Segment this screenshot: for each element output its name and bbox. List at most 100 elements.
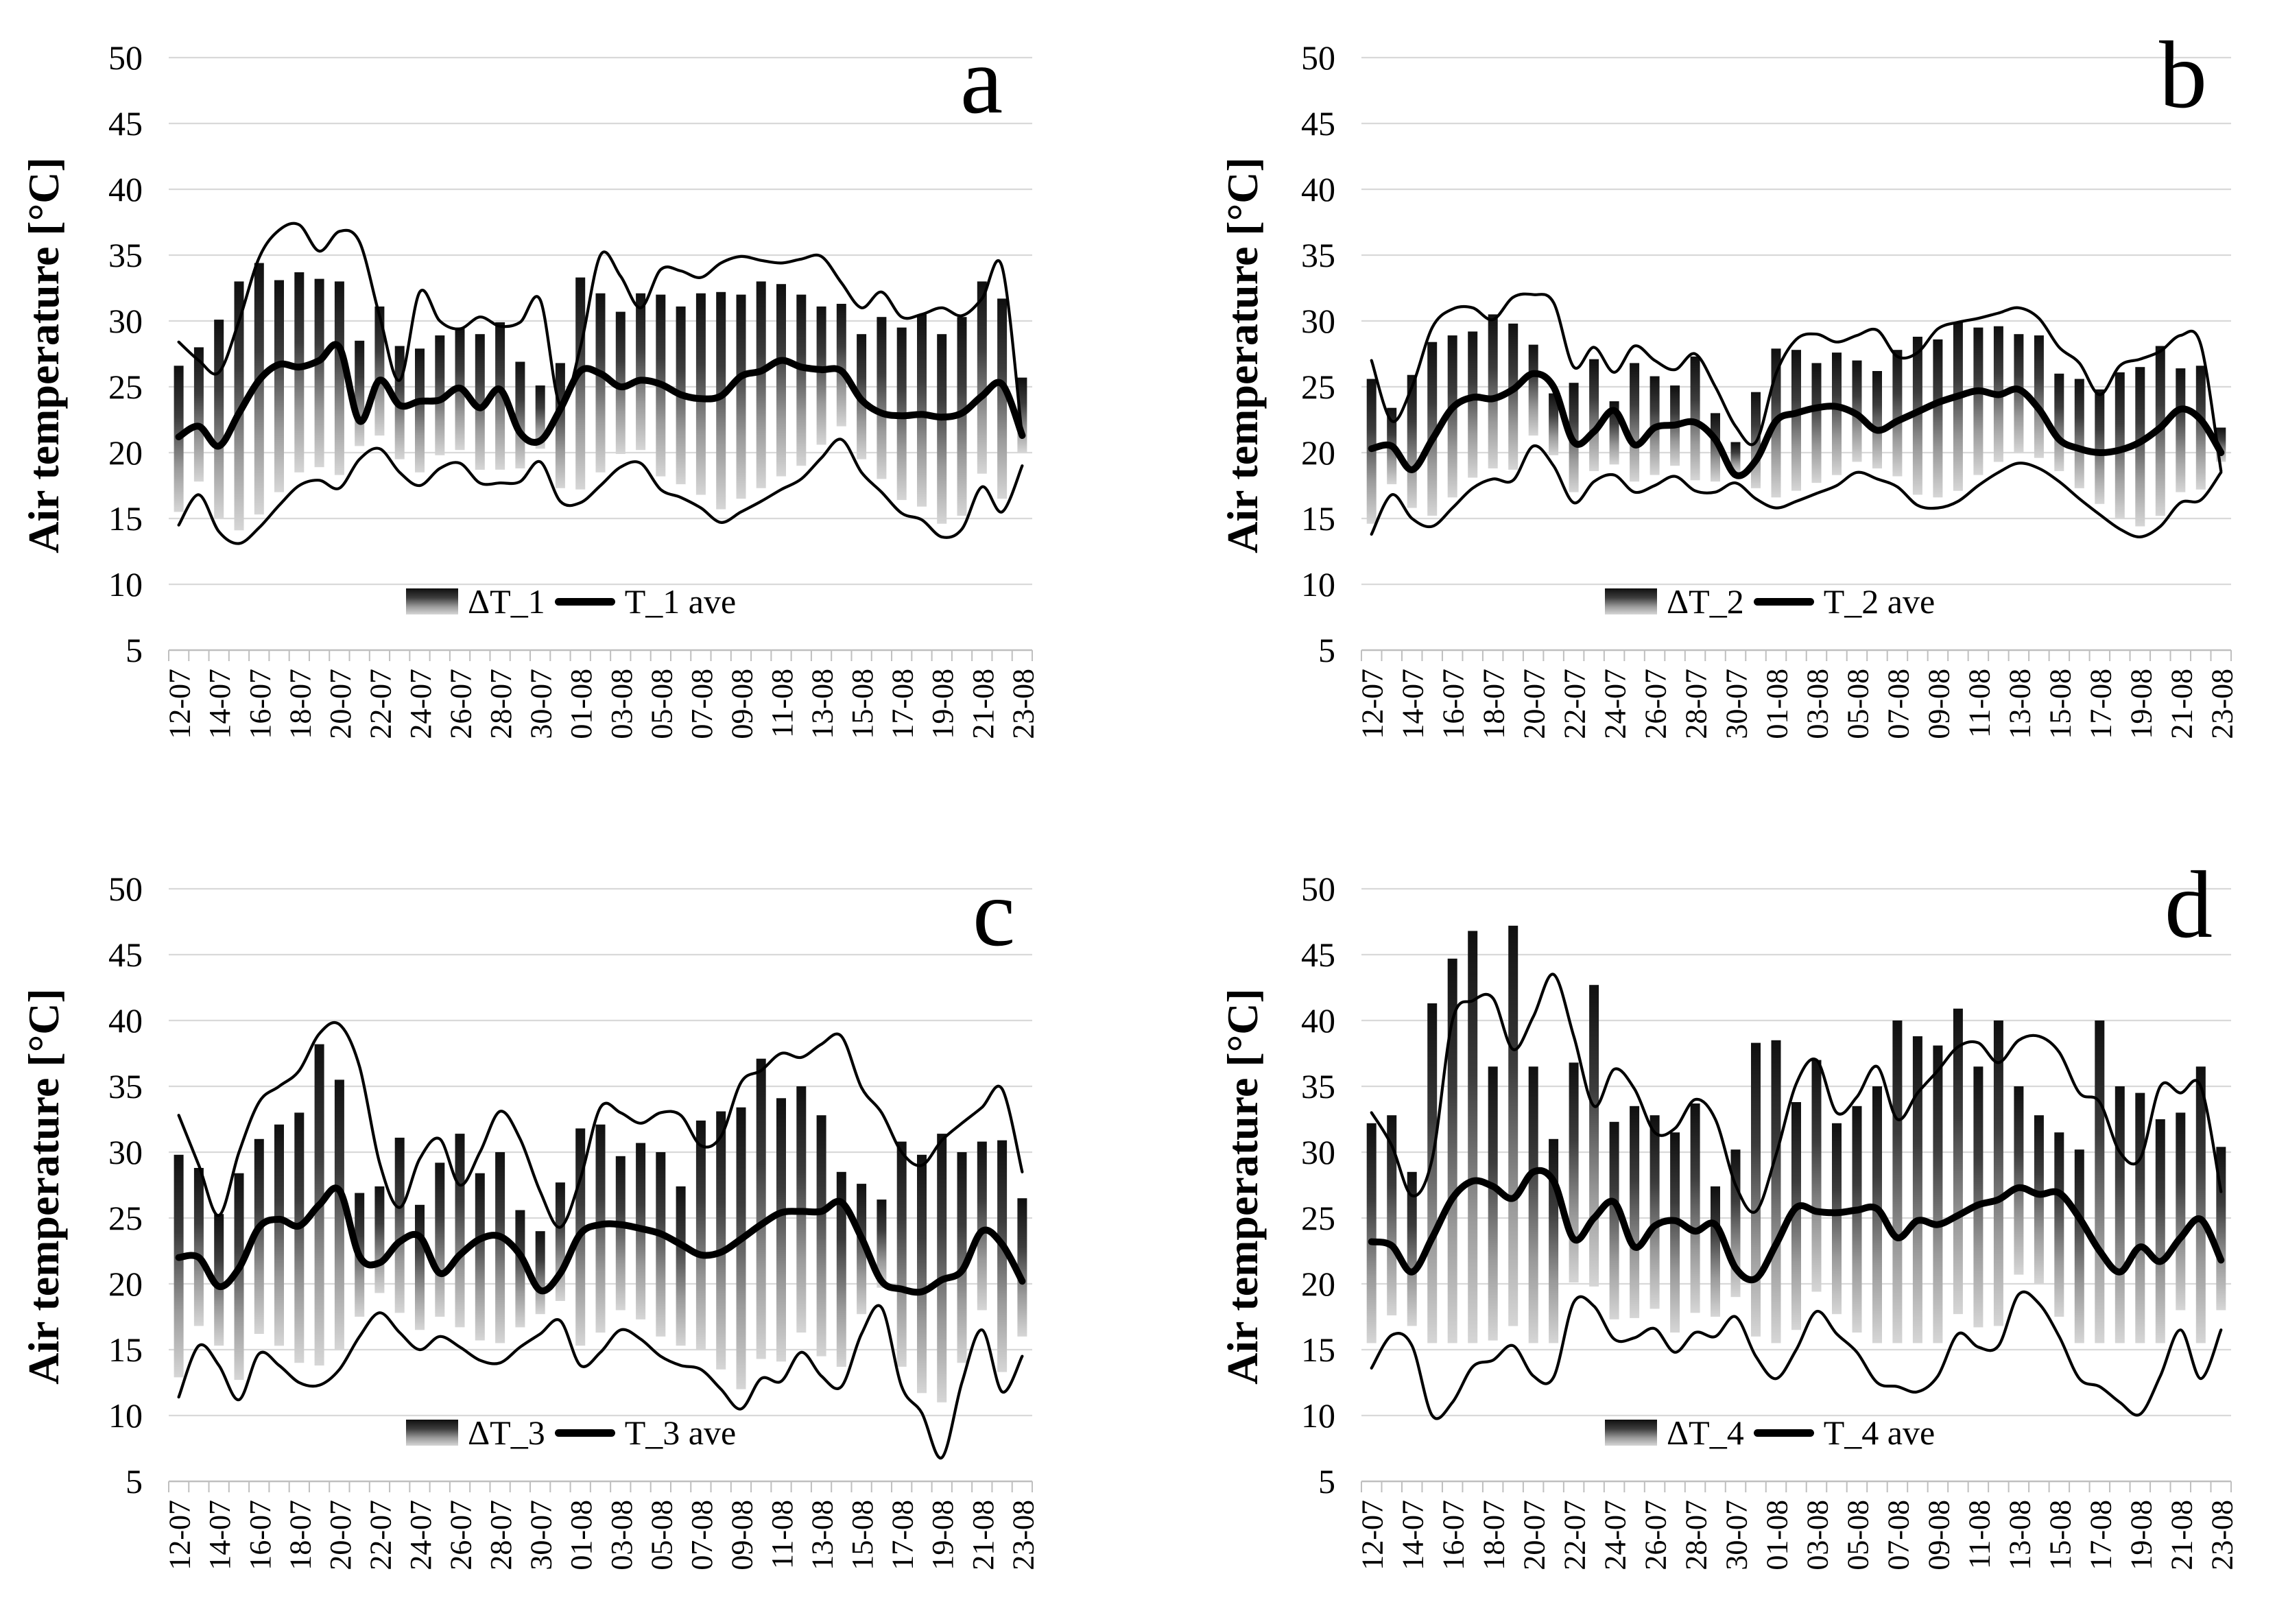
y-tick-label: 50 xyxy=(108,38,143,77)
delta-t-bar xyxy=(2216,1147,2226,1311)
x-tick-label: 19-08 xyxy=(926,1500,960,1571)
x-tick-label: 26-07 xyxy=(1639,669,1673,739)
delta-t-bar xyxy=(2054,1132,2064,1317)
panel-letter-b: b xyxy=(2159,22,2207,128)
delta-t-bar xyxy=(274,280,284,492)
x-tick-label: 15-08 xyxy=(846,1500,879,1571)
delta-t-bar xyxy=(1427,342,1438,516)
delta-t-bar xyxy=(2074,379,2084,488)
x-tick-label: 05-08 xyxy=(1842,669,1875,739)
x-tick-label: 13-08 xyxy=(806,669,839,739)
y-tick-label: 40 xyxy=(108,1001,143,1040)
delta-t-bar xyxy=(515,361,525,468)
delta-t-bar xyxy=(656,1152,666,1337)
panel-letter-d: d xyxy=(2165,852,2213,958)
x-tick-label: 09-08 xyxy=(1922,669,1955,739)
delta-t-bar xyxy=(1993,1020,2003,1326)
delta-t-bar xyxy=(595,293,606,473)
legend-label-t1-ave: T_1 ave xyxy=(624,582,737,621)
delta-t-bar xyxy=(374,306,385,436)
x-tick-label: 01-08 xyxy=(564,669,598,739)
delta-t1-gradient-swatch xyxy=(406,588,458,614)
t-min-line xyxy=(177,438,1024,545)
delta-t-bar xyxy=(1528,344,1538,436)
t-ave-line xyxy=(1368,1167,2225,1284)
delta-t-bar xyxy=(716,291,726,510)
delta-t-bar xyxy=(1630,1106,1640,1318)
delta-t-bar xyxy=(595,1124,606,1333)
delta-t3-gradient-swatch xyxy=(406,1420,458,1446)
delta-t-bar xyxy=(2034,335,2044,458)
delta-t-bar xyxy=(435,1162,445,1317)
delta-t-bar xyxy=(1488,314,1498,468)
delta-t-bar xyxy=(214,1214,224,1346)
y-tick-label: 30 xyxy=(1301,1133,1335,1171)
x-tick-label: 30-07 xyxy=(525,1500,558,1571)
x-tick-label: 01-08 xyxy=(564,1500,598,1571)
t2-ave-line-swatch xyxy=(1753,597,1814,606)
delta-t-bar xyxy=(756,1058,766,1359)
delta-t-bar xyxy=(314,278,324,468)
delta-t-bar xyxy=(415,348,425,473)
x-tick-label: 12-07 xyxy=(1356,669,1390,739)
legend-chart-d: ΔT_4 T_4 ave xyxy=(1605,1413,1935,1453)
delta-t-bar xyxy=(2074,1149,2084,1344)
delta-t-bar xyxy=(415,1204,425,1330)
x-tick-label: 30-07 xyxy=(525,669,558,739)
delta-t-bar xyxy=(2095,389,2105,504)
delta-t-bar xyxy=(2135,1092,2145,1344)
x-tick-label: 12-07 xyxy=(163,1500,197,1571)
delta-t-bar xyxy=(214,320,224,518)
x-tick-label: 24-07 xyxy=(1599,669,1632,739)
x-tick-label: 18-07 xyxy=(1477,1500,1511,1571)
x-tick-label: 17-08 xyxy=(2084,1500,2117,1571)
x-tick-label: 20-07 xyxy=(324,1500,357,1571)
legend-label-t3-ave: T_3 ave xyxy=(624,1413,737,1452)
delta-t-bar xyxy=(1468,331,1478,478)
delta-t-bar xyxy=(2014,1086,2024,1275)
x-tick-label: 11-08 xyxy=(765,1500,799,1569)
x-tick-label: 26-07 xyxy=(444,669,478,739)
x-tick-label: 22-07 xyxy=(364,669,397,739)
y-tick-label: 50 xyxy=(1301,38,1335,77)
delta-t-bar xyxy=(1852,1106,1862,1333)
x-tick-label: 30-07 xyxy=(1720,1500,1754,1571)
delta-t-bar xyxy=(435,335,445,455)
delta-t-bar xyxy=(1933,1045,1943,1344)
x-tick-label: 01-08 xyxy=(1761,669,1794,739)
delta-t-bar xyxy=(274,1124,284,1346)
t-max-line xyxy=(1370,972,2223,1214)
delta-t-bar xyxy=(1589,359,1599,471)
y-axis-title-d: Air temperature [°C] xyxy=(1218,988,1267,1385)
delta-t-bar xyxy=(1569,1062,1579,1282)
delta-t-bar xyxy=(555,363,565,488)
x-tick-label: 12-07 xyxy=(1356,1500,1390,1571)
delta-t-bar xyxy=(1832,353,1842,475)
delta-t-bar xyxy=(495,1152,505,1344)
delta-t-bar xyxy=(896,1141,907,1367)
x-tick-label: 11-08 xyxy=(765,669,799,738)
delta-t-bar xyxy=(1832,1123,1842,1315)
y-tick-label: 45 xyxy=(108,935,143,974)
delta-t-bar xyxy=(1508,323,1518,470)
delta-t-bar xyxy=(615,311,626,454)
y-axis-title-c: Air temperature [°C] xyxy=(19,988,68,1385)
x-tick-label: 28-07 xyxy=(484,669,518,739)
legend-chart-a: ΔT_1 T_1 ave xyxy=(406,582,736,621)
delta-t-bar xyxy=(2115,1086,2125,1344)
delta-t-bar xyxy=(535,1231,545,1315)
delta-t-bar xyxy=(1953,1008,1963,1315)
delta-t-bar xyxy=(1366,1123,1377,1344)
delta-t-bar xyxy=(1447,958,1457,1344)
delta-t-bar xyxy=(695,293,706,495)
x-tick-label: 05-08 xyxy=(645,669,678,739)
t-max-line xyxy=(177,222,1024,439)
x-tick-label: 16-07 xyxy=(243,669,277,739)
x-tick-label: 28-07 xyxy=(1680,669,1713,739)
t4-ave-line-swatch xyxy=(1753,1429,1814,1437)
y-tick-label: 5 xyxy=(126,631,143,669)
x-tick-label: 07-08 xyxy=(685,669,719,739)
x-tick-label: 24-07 xyxy=(404,1500,438,1571)
delta-t-bar xyxy=(1933,339,1943,498)
delta-t-bar xyxy=(1973,327,1984,475)
